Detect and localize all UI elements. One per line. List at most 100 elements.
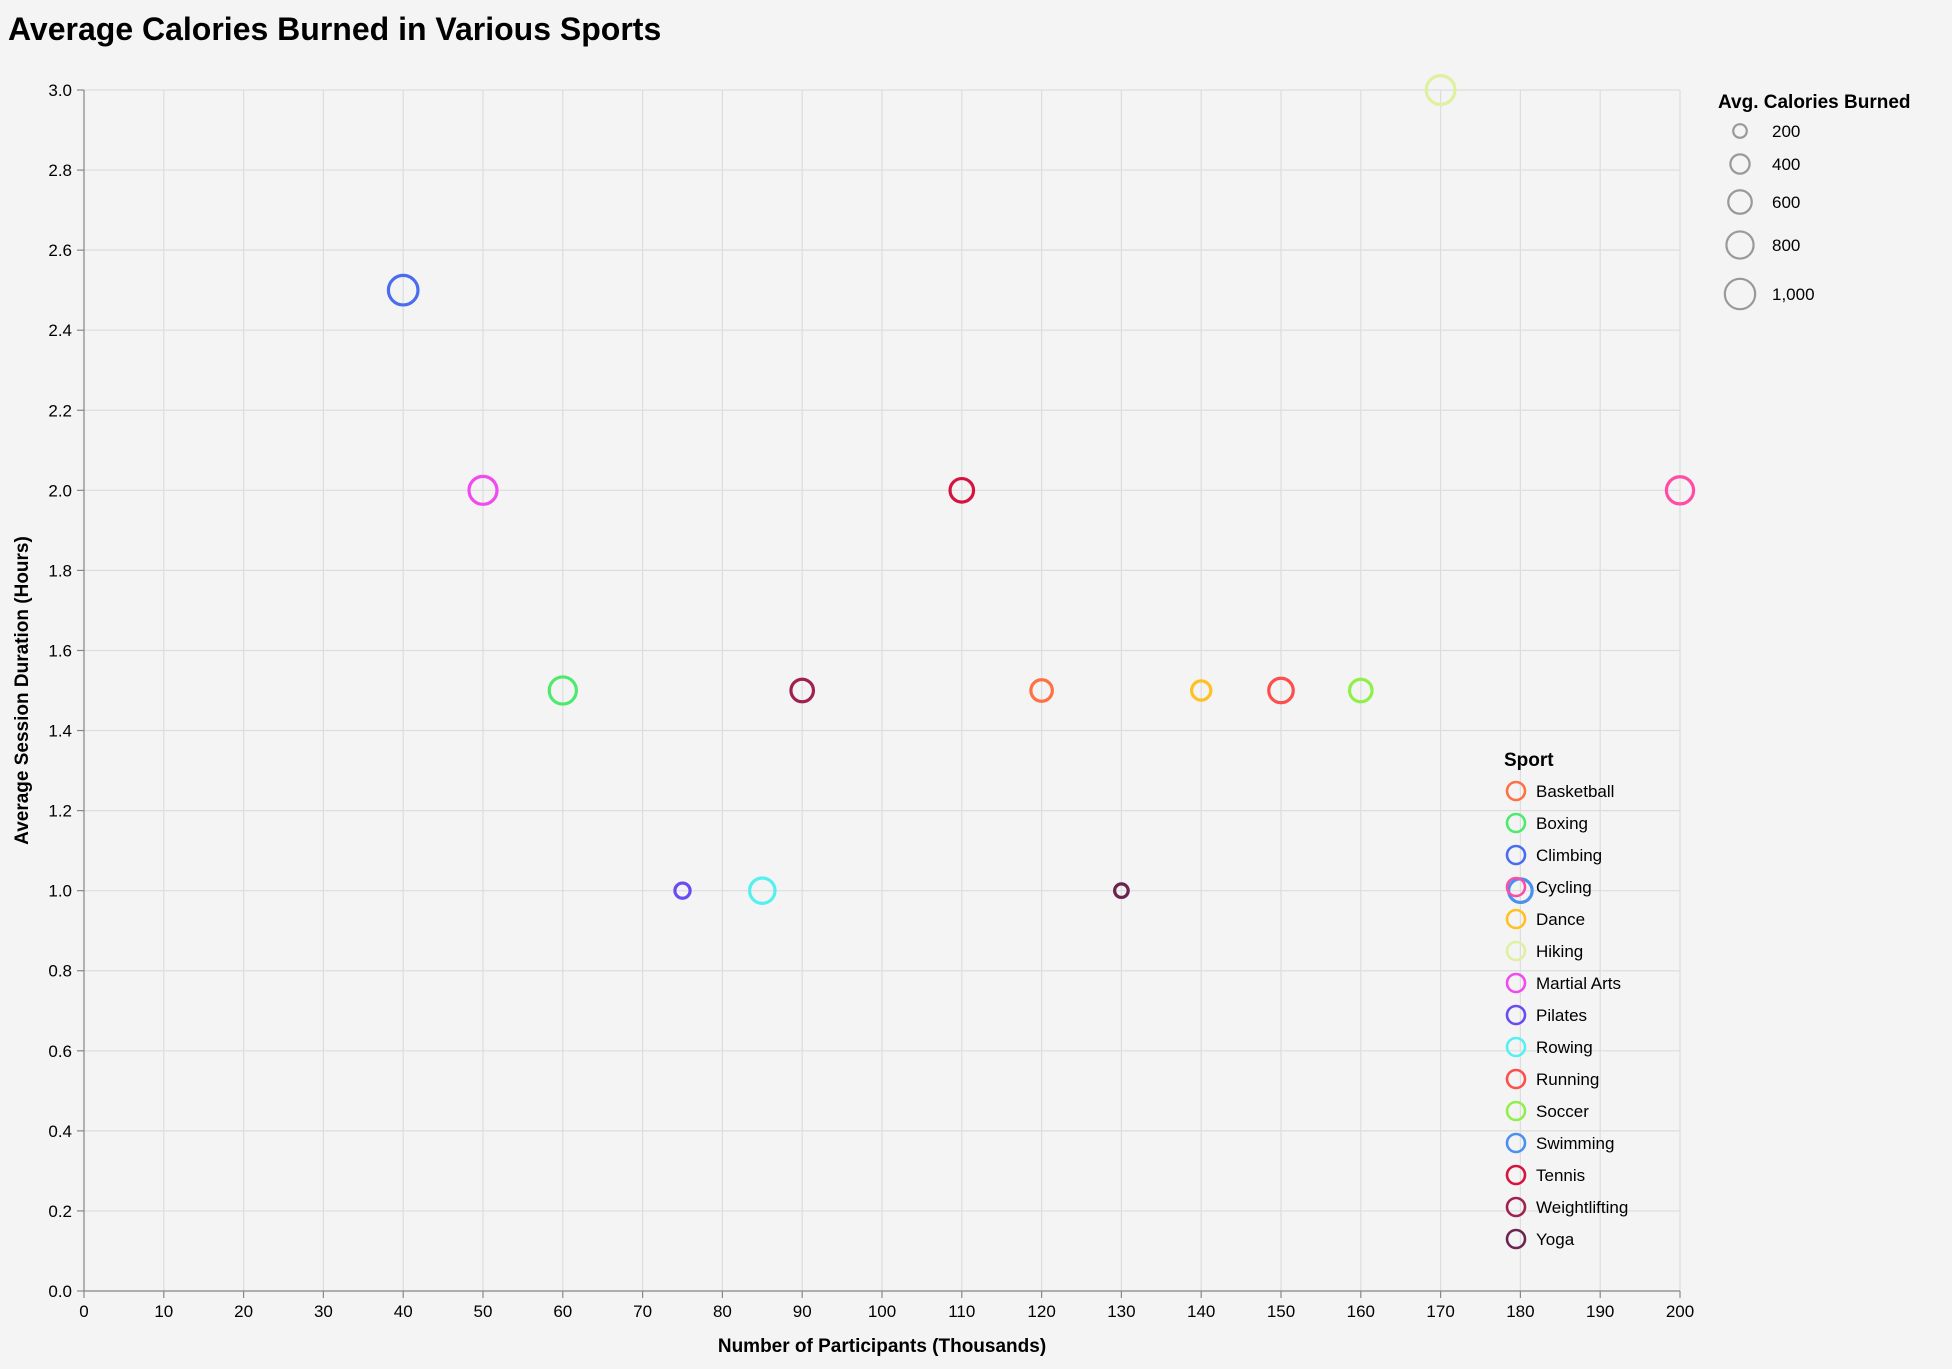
color-legend-symbol — [1505, 1196, 1527, 1218]
size-legend-label: 200 — [1772, 122, 1800, 141]
point-yoga — [1113, 882, 1130, 900]
color-legend-label: Yoga — [1536, 1230, 1575, 1249]
chart-title: Average Calories Burned in Various Sport… — [8, 11, 661, 47]
x-tick-label: 200 — [1666, 1302, 1694, 1321]
color-legend-label: Soccer — [1536, 1102, 1589, 1121]
point-running — [1267, 676, 1295, 705]
color-legend-symbol — [1505, 1036, 1527, 1058]
y-tick-label: 0.8 — [48, 962, 72, 981]
color-legend-symbol — [1505, 908, 1527, 930]
y-tick-label: 2.0 — [48, 481, 72, 500]
size-legend-label: 600 — [1772, 193, 1800, 212]
x-tick-label: 110 — [948, 1302, 975, 1321]
x-axis-ticks: 0 10 20 30 40 50 60 70 80 90 100 110 120 130 140 150 160… — [79, 1291, 1694, 1321]
y-tick-label: 0.0 — [48, 1282, 72, 1301]
x-axis-title: Number of Participants (Thousands) — [718, 1336, 1046, 1357]
y-axis-title: Average Session Duration (Hours) — [12, 536, 33, 845]
color-legend-symbol — [1505, 1100, 1527, 1122]
x-tick-label: 160 — [1347, 1302, 1375, 1321]
size-legend-symbol — [1725, 230, 1755, 260]
size-legend: Avg. Calories Burned 200 400 600 800 1,000 — [1718, 92, 1911, 311]
size-legend-label: 1,000 — [1772, 285, 1815, 304]
gridlines — [83, 89, 1681, 1292]
x-tick-label: 30 — [314, 1302, 333, 1321]
x-tick-label: 130 — [1107, 1302, 1135, 1321]
y-tick-label: 0.2 — [48, 1202, 72, 1221]
color-legend-symbol — [1505, 1164, 1527, 1186]
x-tick-label: 180 — [1506, 1302, 1534, 1321]
color-legend-label: Running — [1536, 1070, 1599, 1089]
x-tick-label: 190 — [1586, 1302, 1614, 1321]
color-legend-label: Swimming — [1536, 1134, 1614, 1153]
color-legend-label: Tennis — [1536, 1166, 1585, 1185]
size-legend-label: 800 — [1772, 236, 1800, 255]
color-legend: Sport Basketball Boxing Climbing Cycling Dan… — [1504, 750, 1628, 1250]
point-pilates — [673, 881, 692, 900]
x-tick-label: 170 — [1426, 1302, 1454, 1321]
x-tick-label: 40 — [394, 1302, 413, 1321]
point-weightlifting — [789, 677, 816, 704]
color-legend-symbol — [1505, 1004, 1527, 1026]
x-tick-label: 60 — [553, 1302, 572, 1321]
color-legend-symbol — [1505, 1228, 1527, 1250]
color-legend-label: Cycling — [1536, 878, 1592, 897]
color-legend-symbol — [1505, 940, 1527, 962]
color-legend-label: Rowing — [1536, 1038, 1593, 1057]
y-tick-label: 1.6 — [48, 641, 72, 660]
size-legend-title: Avg. Calories Burned — [1718, 92, 1911, 113]
y-tick-label: 3.0 — [48, 81, 72, 100]
color-legend-label: Climbing — [1536, 846, 1602, 865]
x-tick-label: 80 — [713, 1302, 732, 1321]
point-martial-arts — [467, 474, 499, 506]
y-tick-label: 2.2 — [48, 401, 72, 420]
y-tick-label: 2.6 — [48, 241, 72, 260]
size-legend-symbol — [1723, 277, 1757, 311]
point-basketball — [1029, 678, 1054, 703]
color-legend-symbol — [1505, 876, 1527, 898]
point-dance — [1189, 679, 1213, 702]
size-legend-label: 400 — [1772, 155, 1800, 174]
color-legend-label: Martial Arts — [1536, 974, 1621, 993]
x-tick-label: 150 — [1267, 1302, 1295, 1321]
y-tick-label: 1.4 — [48, 722, 72, 741]
size-legend-symbol — [1727, 189, 1753, 215]
color-legend-label: Dance — [1536, 910, 1585, 929]
y-tick-label: 1.2 — [48, 802, 72, 821]
point-tennis — [948, 476, 976, 504]
color-legend-label: Weightlifting — [1536, 1198, 1628, 1217]
color-legend-title: Sport — [1504, 750, 1554, 771]
color-legend-label: Basketball — [1536, 782, 1614, 801]
y-tick-label: 0.6 — [48, 1042, 72, 1061]
x-tick-label: 0 — [79, 1302, 88, 1321]
y-axis-ticks: 0.0 0.2 0.4 0.6 0.8 1.0 1.2 1.4 1.6 1.8 2.0 2.2 2.4 2… — [48, 81, 84, 1301]
y-tick-label: 2.4 — [48, 321, 72, 340]
point-hiking — [1424, 73, 1457, 106]
x-tick-label: 20 — [234, 1302, 253, 1321]
point-soccer — [1347, 677, 1374, 704]
x-tick-label: 140 — [1187, 1302, 1215, 1321]
point-rowing — [748, 876, 777, 905]
x-tick-label: 10 — [154, 1302, 173, 1321]
point-boxing — [547, 675, 578, 706]
color-legend-symbol — [1505, 812, 1527, 834]
color-legend-symbol — [1505, 780, 1527, 802]
x-tick-label: 50 — [474, 1302, 493, 1321]
y-tick-label: 1.0 — [48, 882, 72, 901]
color-legend-symbol — [1505, 972, 1527, 994]
point-cycling — [1664, 475, 1696, 506]
point-climbing — [386, 273, 420, 307]
y-tick-label: 1.8 — [48, 561, 72, 580]
y-tick-label: 0.4 — [48, 1122, 72, 1141]
color-legend-label: Hiking — [1536, 942, 1583, 961]
data-points — [386, 73, 1696, 905]
color-legend-label: Boxing — [1536, 814, 1588, 833]
y-tick-label: 2.8 — [48, 161, 72, 180]
color-legend-symbol — [1505, 844, 1527, 866]
color-legend-symbol — [1505, 1132, 1527, 1154]
color-legend-label: Pilates — [1536, 1006, 1587, 1025]
x-tick-label: 70 — [633, 1302, 652, 1321]
x-tick-label: 120 — [1027, 1302, 1055, 1321]
color-legend-symbol — [1505, 1068, 1527, 1090]
